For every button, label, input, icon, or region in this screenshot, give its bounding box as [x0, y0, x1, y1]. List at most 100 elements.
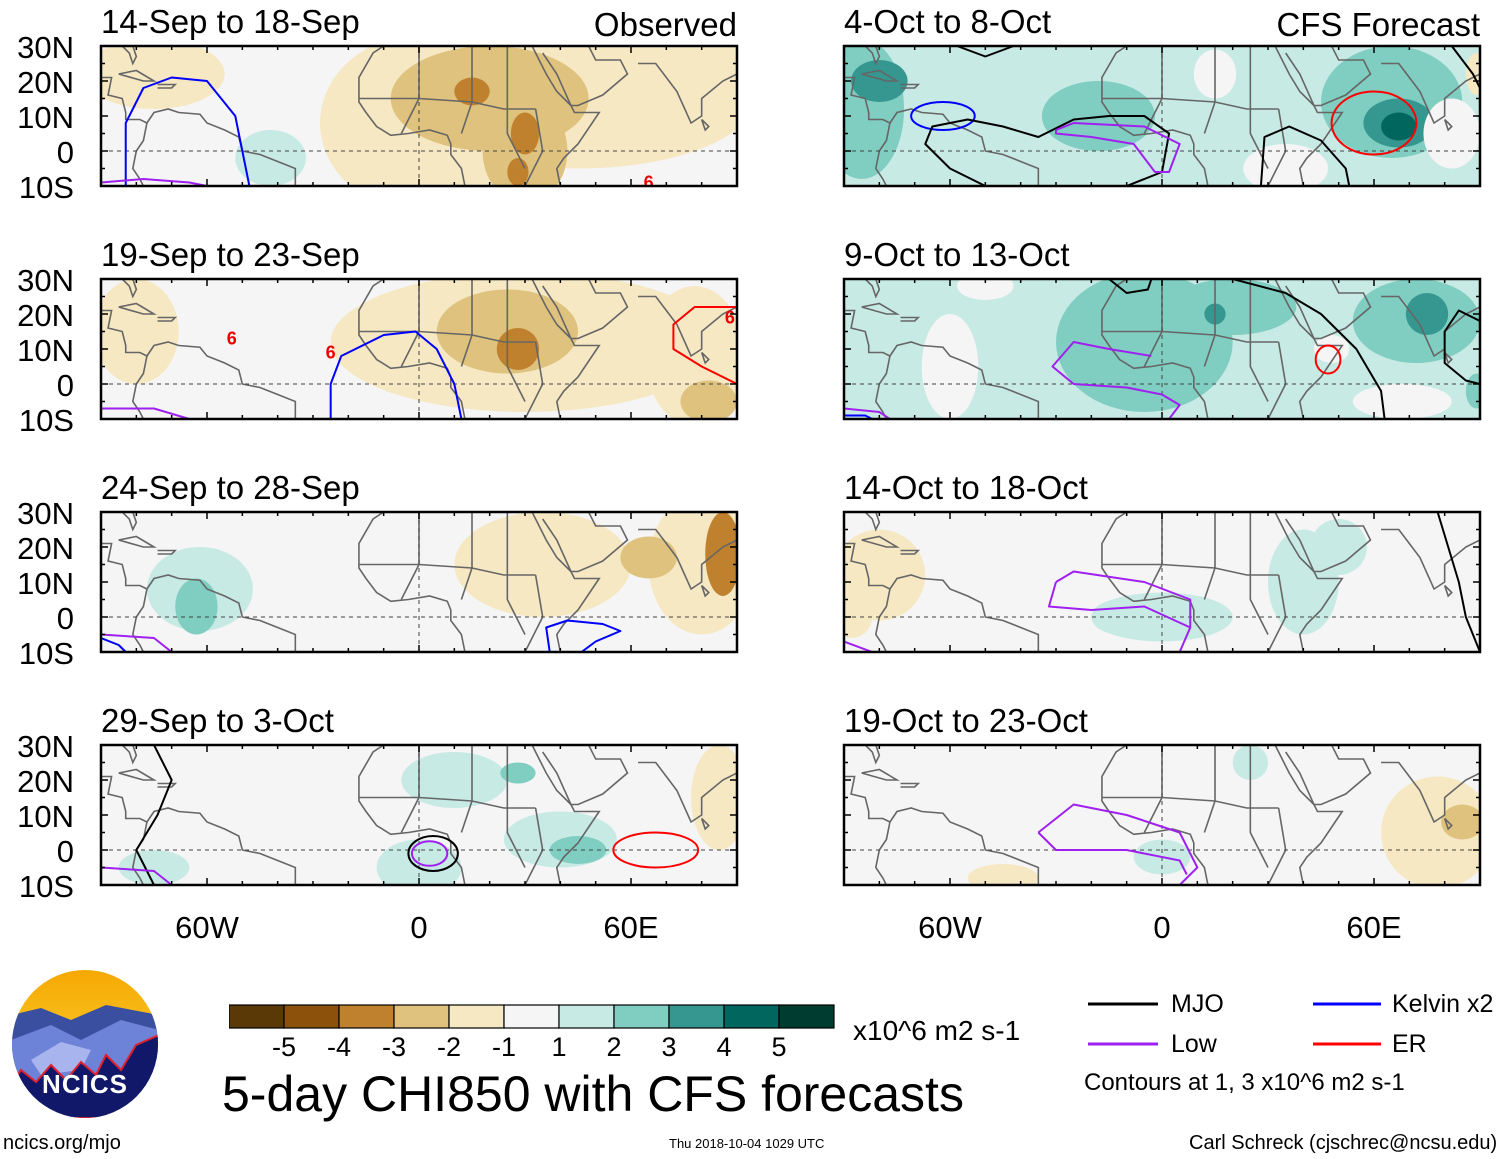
coastline	[157, 782, 178, 788]
coastline	[101, 279, 138, 299]
tropical-cyclone-icon: 6	[326, 343, 336, 363]
legend-swatches-right	[1313, 1002, 1381, 1046]
anomaly-region	[967, 864, 1039, 885]
figure-title: 5-day CHI850 with CFS forecasts	[222, 1066, 964, 1122]
coastline	[844, 745, 881, 765]
coastline	[358, 279, 466, 419]
panel-title: 24-Sep to 28-Sep	[101, 469, 360, 506]
coastline	[1381, 761, 1480, 824]
coastline	[1101, 796, 1279, 809]
mjo-contour	[1108, 279, 1153, 294]
ncics-logo: NCICS	[12, 970, 158, 1118]
map-panel	[99, 510, 739, 654]
coastline	[889, 807, 1040, 885]
coastline	[506, 512, 526, 635]
contour-note: Contours at 1, 3 x10^6 m2 s-1	[1084, 1069, 1405, 1096]
coastline	[1101, 745, 1209, 885]
observed-label: Observed	[593, 6, 737, 43]
low-contour	[844, 407, 891, 419]
lat-tick-label: 30N	[17, 30, 74, 65]
coastline	[1249, 512, 1269, 635]
lat-tick-label: 10S	[18, 869, 74, 904]
coastline	[1443, 584, 1453, 598]
low-contour	[1055, 570, 1192, 652]
coastline	[542, 279, 629, 340]
legend-swatches-left	[1088, 1002, 1158, 1046]
coastline	[146, 807, 297, 885]
coastline	[638, 761, 737, 824]
colorbar-swatch	[393, 1004, 450, 1029]
coastline	[101, 512, 138, 532]
legend-kelvin: Kelvin x2	[1392, 990, 1494, 1018]
colorbar-label: -4	[326, 1032, 351, 1062]
coastline	[1285, 46, 1372, 107]
coastline	[506, 46, 526, 169]
coastline	[460, 512, 473, 600]
footer-url[interactable]: ncics.org/mjo	[3, 1132, 121, 1154]
coastline	[358, 330, 536, 343]
anomaly-region	[666, 46, 737, 109]
coastline	[900, 83, 921, 89]
lat-tick-label: 20N	[17, 65, 74, 100]
coastline	[358, 46, 466, 186]
mjo-contour	[1450, 46, 1480, 89]
coastline	[460, 279, 473, 367]
mjo-contour	[956, 46, 1014, 58]
lat-tick-label: 20N	[17, 298, 74, 333]
coastline	[900, 782, 921, 788]
anomaly-region	[1169, 279, 1297, 335]
coastline	[1381, 528, 1480, 591]
coastline	[1101, 279, 1209, 419]
lat-tick-label: 20N	[17, 764, 74, 799]
coastline	[531, 512, 601, 652]
colorbar	[229, 1004, 835, 1029]
coastline	[118, 302, 157, 315]
coastline	[358, 512, 466, 652]
colorbar-swatch	[723, 1004, 780, 1029]
low-contour	[1037, 831, 1188, 875]
lon-tick-label: 0	[1153, 910, 1171, 945]
anomaly-region	[1465, 53, 1480, 95]
mjo-contour	[1436, 512, 1480, 652]
coastline	[460, 745, 473, 833]
panel-title: 19-Sep to 23-Sep	[101, 236, 360, 273]
coastline	[101, 76, 148, 186]
coastline	[638, 528, 737, 591]
anomaly-region	[500, 762, 536, 784]
low-contour	[1037, 803, 1199, 885]
anomaly-region	[1465, 373, 1480, 409]
legend-low: Low	[1171, 1030, 1217, 1058]
coastline	[1381, 62, 1480, 125]
lat-tick-label: 30N	[17, 729, 74, 764]
coastline	[1274, 46, 1344, 186]
lat-tick-label: 10N	[17, 100, 74, 135]
coastline	[118, 768, 157, 781]
logo-text: NCICS	[42, 1069, 128, 1099]
coastline	[542, 745, 629, 806]
coastline	[1274, 512, 1344, 652]
coastline	[1285, 512, 1372, 573]
low-contour	[1047, 581, 1191, 629]
map-panel	[842, 44, 1482, 188]
map-panel	[842, 277, 1482, 421]
anomaly-region	[175, 578, 218, 635]
low-contour	[410, 840, 449, 867]
mjo-contour	[407, 835, 459, 872]
anomaly-region	[401, 752, 508, 808]
coastline	[700, 118, 710, 132]
coastline	[531, 279, 601, 419]
colorbar-swatch	[448, 1004, 505, 1029]
legend-mjo: MJO	[1171, 990, 1224, 1018]
coastline	[700, 817, 710, 831]
coastline	[146, 574, 297, 652]
colorbar-swatch	[613, 1004, 670, 1029]
anomaly-region	[1441, 804, 1480, 840]
coastline	[146, 341, 297, 419]
anomaly-region	[680, 380, 737, 419]
anomaly-region	[1381, 112, 1417, 141]
anomaly-region	[844, 596, 873, 638]
coastline	[844, 309, 891, 419]
colorbar-swatch	[229, 1004, 285, 1029]
low-contour	[101, 178, 208, 186]
coastline	[844, 775, 891, 885]
